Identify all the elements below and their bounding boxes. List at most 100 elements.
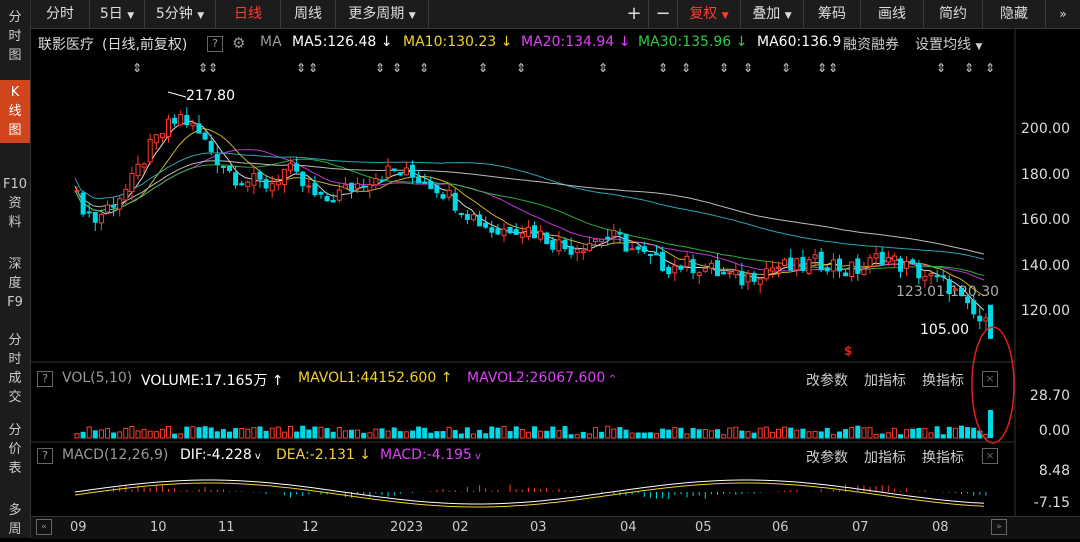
rzrq-button[interactable]: 融资融券 — [843, 34, 899, 54]
candle-body — [593, 238, 598, 242]
candle-body — [397, 172, 403, 176]
scroll-left-icon[interactable]: « — [36, 519, 52, 535]
x-tick: 05 — [695, 520, 712, 535]
candle-body — [586, 243, 592, 252]
candle-body — [629, 248, 635, 251]
volume-bar — [776, 428, 781, 439]
macd-dea-text: DEA:-2.131 — [276, 447, 355, 463]
candle-body — [92, 212, 98, 223]
candle-body — [580, 250, 586, 254]
help-icon[interactable]: ? — [207, 36, 223, 52]
volume-bar — [959, 425, 964, 439]
candle-body — [879, 251, 885, 265]
sidebar-item[interactable]: 多周 — [8, 503, 22, 537]
vol-y-bottom: 0.00 — [1038, 423, 1070, 439]
candle-body — [739, 270, 745, 286]
tab-5min-label: 5分钟 — [155, 6, 193, 22]
volume-bar — [647, 432, 653, 439]
volume-bar — [794, 429, 800, 439]
tab-weekly[interactable]: 周线 — [281, 0, 336, 28]
dropdown-arrow-icon: ▼ — [975, 42, 983, 52]
fuquan-button[interactable]: 复权 ▼ — [678, 0, 741, 28]
candle-body — [458, 212, 464, 215]
volume-bar — [635, 432, 641, 439]
volume-bar — [696, 429, 702, 439]
volume-bar — [501, 426, 507, 439]
arrow-up-icon: ↑ — [436, 370, 453, 386]
plus-icon[interactable]: + — [620, 0, 649, 28]
volume-spike-bar — [988, 410, 993, 438]
hide-button[interactable]: 隐藏 — [983, 0, 1046, 28]
x-tick: 07 — [852, 520, 869, 535]
volume-bar — [385, 430, 391, 439]
signal-marker: ⇕ — [208, 61, 218, 75]
macd-add-indicator[interactable]: 加指标 — [864, 450, 906, 466]
volume-bar — [873, 433, 879, 439]
macd-dea-line — [74, 482, 984, 508]
x-tick: 06 — [772, 520, 789, 535]
macd-switch-indicator[interactable]: 换指标 — [922, 450, 964, 466]
draw-line-button[interactable]: 画线 — [861, 0, 924, 28]
tab-fenshi[interactable]: 分时 — [31, 0, 90, 28]
candle-body — [440, 194, 446, 199]
help-icon[interactable]: ? — [37, 371, 53, 387]
vol-switch-indicator[interactable]: 换指标 — [922, 373, 964, 389]
signal-marker: ⇕ — [658, 61, 668, 75]
sidebar-item[interactable]: 分价表 — [8, 423, 22, 476]
scroll-right-icon[interactable]: » — [991, 519, 1007, 535]
volume-bar — [843, 429, 849, 439]
close-icon[interactable]: × — [982, 448, 998, 464]
volume-bar — [818, 431, 824, 439]
candle-body — [605, 236, 611, 240]
gear-icon[interactable]: ⚙ — [232, 34, 246, 52]
candle-body — [471, 214, 476, 221]
candle-body — [464, 213, 470, 220]
tab-daily[interactable]: 日线 — [216, 0, 281, 28]
volume-bar — [275, 426, 281, 439]
help-icon[interactable]: ? — [37, 448, 53, 464]
minus-icon[interactable]: − — [649, 0, 678, 28]
chips-button[interactable]: 筹码 — [804, 0, 861, 28]
candle-body — [940, 275, 946, 278]
vol-change-params[interactable]: 改参数 — [806, 373, 848, 389]
sidebar-item[interactable]: 深度 F9 — [7, 257, 23, 310]
vol-add-indicator[interactable]: 加指标 — [864, 373, 906, 389]
ma10-text: MA10:130.23 — [403, 34, 497, 50]
candle-body — [769, 267, 775, 272]
sidebar-item[interactable]: 分时图 — [8, 10, 22, 63]
candle-body — [928, 273, 934, 277]
volume-bar — [190, 426, 196, 439]
candle-body — [507, 226, 513, 234]
volume-bar — [245, 428, 251, 439]
simple-button[interactable]: 简约 — [924, 0, 983, 28]
volume-bar — [690, 427, 696, 439]
overlay-button[interactable]: 叠加 ▼ — [741, 0, 804, 28]
candle-body — [678, 265, 684, 270]
volume-bar — [294, 431, 300, 439]
double-chevron-right-icon[interactable]: » — [1059, 7, 1067, 21]
candle-body — [623, 233, 629, 252]
macd-change-params[interactable]: 改参数 — [806, 450, 848, 466]
sidebar-item[interactable]: F10 资料 — [2, 177, 28, 230]
volume-bar — [471, 433, 476, 439]
sidebar-item[interactable]: 分时成交 — [8, 333, 22, 405]
candle-body — [873, 253, 879, 259]
set-ma-button[interactable]: 设置均线 ▼ — [915, 34, 982, 54]
macd-macd: MACD:-4.195 v — [380, 447, 481, 463]
candle-body — [349, 182, 354, 192]
tab-more-periods[interactable]: 更多周期 ▼ — [336, 0, 429, 28]
tab-5min[interactable]: 5分钟 ▼ — [145, 0, 216, 28]
vol-mavol1-text: MAVOL1:44152.600 — [298, 370, 437, 386]
volume-bar — [538, 430, 544, 439]
volume-bar — [580, 431, 586, 439]
candle-body — [117, 198, 123, 210]
close-icon[interactable]: × — [982, 371, 998, 387]
x-tick: 11 — [218, 520, 235, 535]
tab-5day[interactable]: 5日 ▼ — [90, 0, 145, 28]
volume-bar — [654, 432, 659, 439]
candle-body — [776, 266, 781, 269]
signal-marker: ⇕ — [478, 61, 488, 75]
candle-body — [257, 171, 263, 180]
volume-bar — [111, 432, 117, 439]
